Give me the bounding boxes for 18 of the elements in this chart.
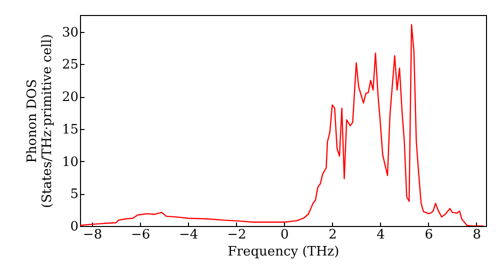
y-axis-title: Phonon DOS (States/THz·primitive cell) xyxy=(24,34,55,208)
x-tick-label: 2 xyxy=(328,228,337,242)
y-tick-label: 5 xyxy=(70,187,78,202)
y-tick-label: 10 xyxy=(62,154,78,170)
x-tick-label: 4 xyxy=(376,228,385,242)
y-tick-label: 30 xyxy=(62,25,78,40)
line-series xyxy=(80,24,484,226)
x-tick-label: −8 xyxy=(82,228,102,242)
x-tick-label: −6 xyxy=(130,228,150,242)
x-tick-label: 6 xyxy=(424,228,433,242)
x-tick-label: 0 xyxy=(280,228,289,242)
x-axis-title: Frequency (THz) xyxy=(228,244,340,260)
x-tick-label: 8 xyxy=(472,228,482,242)
y-tick-label: 25 xyxy=(62,58,78,73)
x-tick-label: −4 xyxy=(179,228,198,242)
y-tick-label: 20 xyxy=(62,90,78,106)
y-tick-label: 15 xyxy=(62,122,78,138)
x-tick-label: −2 xyxy=(227,228,246,242)
